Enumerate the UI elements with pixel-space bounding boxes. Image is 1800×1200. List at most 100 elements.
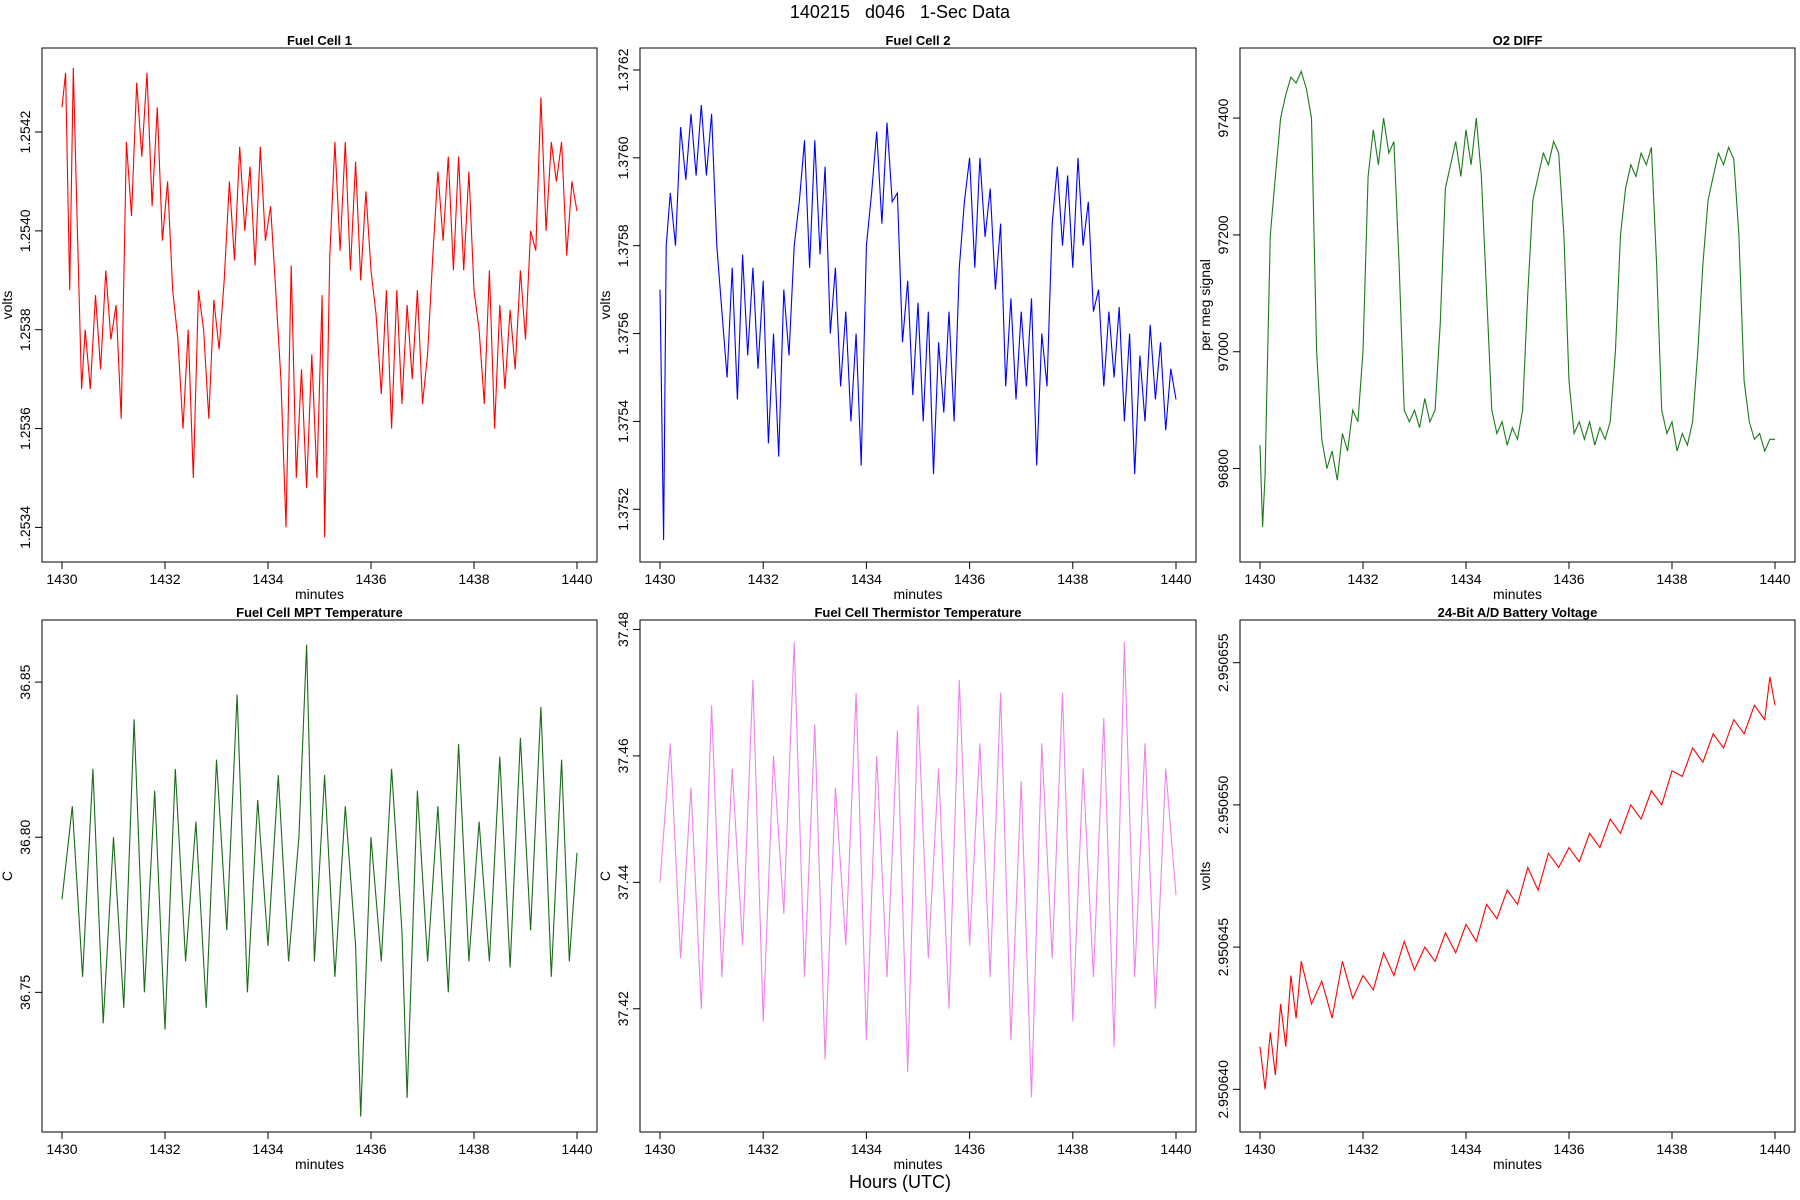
panel-title: O2 DIFF	[1493, 33, 1543, 48]
x-tick-label: 1432	[1347, 1141, 1378, 1157]
x-tick-label: 1440	[1160, 1141, 1191, 1157]
y-axis-label: volts	[1197, 862, 1213, 891]
y-tick-label: 97000	[1215, 332, 1231, 371]
x-tick-label: 1432	[1347, 571, 1378, 587]
y-tick-label: 97400	[1215, 98, 1231, 137]
x-tick-label: 1434	[252, 571, 283, 587]
x-tick-label: 1438	[1057, 571, 1088, 587]
plot-frame	[639, 47, 1197, 563]
y-tick-label: 2.950640	[1215, 1060, 1231, 1119]
y-axis-label: per meg signal	[1197, 259, 1213, 351]
x-tick-label: 1430	[1244, 1141, 1275, 1157]
panel-title: 24-Bit A/D Battery Voltage	[1438, 605, 1598, 620]
y-axis-label: C	[0, 871, 15, 881]
chart-panel-6: 24-Bit A/D Battery Voltage 1430 1432 1434 14…	[1197, 605, 1796, 1172]
panel-title: Fuel Cell 1	[287, 33, 352, 48]
y-tick-label: 1.3758	[615, 224, 631, 267]
x-tick-label: 1436	[1553, 1141, 1584, 1157]
chart-panel-3: O2 DIFF 1430 1432 1434 1436 1438 1440 96800 9700…	[1197, 33, 1796, 602]
chart-panel-1: Fuel Cell 1 1430 1432 1434 1436 1438 1440 1.253…	[0, 33, 598, 602]
y-tick-label: 37.46	[615, 738, 631, 773]
x-tick-label: 1432	[149, 571, 180, 587]
y-tick-label: 1.2536	[17, 407, 33, 450]
x-axis-label: minutes	[893, 586, 942, 602]
x-tick-label: 1440	[1160, 571, 1191, 587]
x-tick-label: 1434	[1450, 571, 1481, 587]
x-tick-label: 1438	[1057, 1141, 1088, 1157]
x-axis-label: minutes	[1493, 1156, 1542, 1172]
x-tick-label: 1436	[1553, 571, 1584, 587]
x-axis-label: minutes	[295, 586, 344, 602]
x-axis-label: minutes	[295, 1156, 344, 1172]
plot-frame	[639, 619, 1197, 1133]
plot-frame	[41, 619, 598, 1133]
x-tick-label: 1430	[46, 1141, 77, 1157]
x-tick-label: 1430	[644, 1141, 675, 1157]
plot-frame	[1239, 47, 1796, 563]
x-tick-label: 1436	[355, 1141, 386, 1157]
y-tick-label: 37.48	[615, 612, 631, 647]
chart-panel-5: Fuel Cell Thermistor Temperature 1430 1432…	[597, 605, 1197, 1172]
panel-title: Fuel Cell Thermistor Temperature	[814, 605, 1021, 620]
y-tick-label: 1.3752	[615, 488, 631, 531]
chart-panel-2: Fuel Cell 2 1430 1432 1434 1436 1438 1440 1.375…	[597, 33, 1197, 602]
y-axis-label: C	[597, 871, 613, 881]
x-tick-label: 1440	[561, 1141, 592, 1157]
panel-title: Fuel Cell MPT Temperature	[236, 605, 403, 620]
series-line	[61, 67, 578, 538]
panel-title: Fuel Cell 2	[885, 33, 950, 48]
y-tick-label: 1.3760	[615, 136, 631, 179]
y-axis-label: volts	[0, 291, 15, 320]
series-line	[61, 644, 578, 1117]
x-tick-label: 1436	[954, 1141, 985, 1157]
y-tick-label: 1.2538	[17, 308, 33, 351]
series-line	[659, 642, 1177, 1098]
global-x-axis-label: Hours (UTC)	[849, 1172, 951, 1192]
chart-panel-4: Fuel Cell MPT Temperature 1430 1432 1434 143…	[0, 605, 598, 1172]
x-tick-label: 1432	[748, 571, 779, 587]
x-axis-label: minutes	[893, 1156, 942, 1172]
page-title: 140215 d046 1-Sec Data	[789, 2, 1011, 22]
series-line	[1259, 676, 1776, 1090]
y-tick-label: 1.2534	[17, 506, 33, 549]
x-tick-label: 1432	[748, 1141, 779, 1157]
y-tick-label: 96800	[1215, 449, 1231, 488]
x-tick-label: 1440	[561, 571, 592, 587]
x-tick-label: 1438	[1656, 1141, 1687, 1157]
y-tick-label: 1.2540	[17, 209, 33, 252]
x-tick-label: 1436	[355, 571, 386, 587]
x-tick-label: 1440	[1759, 571, 1790, 587]
y-tick-label: 37.44	[615, 865, 631, 900]
y-tick-label: 1.3762	[615, 48, 631, 91]
y-tick-label: 36.80	[17, 819, 33, 854]
x-tick-label: 1434	[851, 571, 882, 587]
x-tick-label: 1430	[644, 571, 675, 587]
x-axis-label: minutes	[1493, 586, 1542, 602]
x-tick-label: 1436	[954, 571, 985, 587]
x-tick-label: 1430	[1244, 571, 1275, 587]
x-tick-label: 1432	[149, 1141, 180, 1157]
x-tick-label: 1430	[46, 571, 77, 587]
y-tick-label: 1.2542	[17, 110, 33, 153]
y-tick-label: 1.3754	[615, 400, 631, 443]
x-tick-label: 1438	[458, 1141, 489, 1157]
series-line	[1259, 69, 1775, 528]
y-tick-label: 1.3756	[615, 312, 631, 355]
y-tick-label: 97200	[1215, 215, 1231, 254]
plot-frame	[41, 47, 598, 563]
plot-frame	[1239, 619, 1796, 1133]
x-tick-label: 1434	[851, 1141, 882, 1157]
series-line	[659, 105, 1177, 541]
x-tick-label: 1438	[458, 571, 489, 587]
x-tick-label: 1440	[1759, 1141, 1790, 1157]
x-tick-label: 1438	[1656, 571, 1687, 587]
y-tick-label: 37.42	[615, 991, 631, 1026]
y-tick-label: 2.950650	[1215, 775, 1231, 834]
y-axis-label: volts	[597, 291, 613, 320]
x-tick-label: 1434	[252, 1141, 283, 1157]
y-tick-label: 2.950655	[1215, 633, 1231, 692]
y-tick-label: 36.75	[17, 975, 33, 1010]
y-tick-label: 36.85	[17, 664, 33, 699]
y-tick-label: 2.950645	[1215, 918, 1231, 977]
